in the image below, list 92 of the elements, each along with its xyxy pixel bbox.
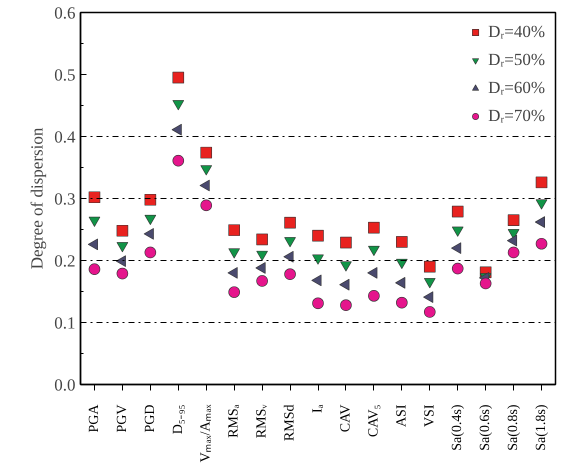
point	[284, 237, 296, 248]
point	[536, 176, 548, 188]
point	[88, 216, 100, 227]
point	[88, 191, 100, 204]
point	[508, 214, 520, 226]
point	[116, 242, 128, 252]
y-tick-label: 0.6	[54, 4, 76, 22]
point	[88, 238, 98, 250]
point	[452, 226, 464, 237]
legend-label: Dᵣ=40%	[488, 22, 545, 42]
point	[368, 246, 380, 256]
x-tick-label: CAV₅	[366, 404, 382, 438]
point	[395, 277, 406, 289]
point	[144, 214, 156, 225]
point	[116, 255, 126, 267]
point	[88, 263, 100, 275]
y-tick-label: 0.0	[54, 376, 76, 394]
point	[283, 250, 294, 263]
point	[340, 299, 352, 311]
point	[284, 268, 296, 280]
point	[396, 296, 408, 308]
point	[536, 199, 548, 210]
point	[144, 194, 156, 206]
point	[424, 278, 436, 288]
point	[144, 246, 156, 258]
point	[228, 286, 240, 298]
point	[536, 238, 548, 250]
point	[480, 278, 492, 290]
point	[256, 234, 268, 246]
point	[200, 180, 210, 192]
point	[452, 206, 464, 218]
y-axis-title: Degree of dispersion	[27, 127, 46, 270]
point	[311, 274, 322, 286]
x-tick-label: PGV	[114, 404, 130, 433]
point	[340, 236, 352, 248]
x-tick-label: PGA	[86, 404, 102, 433]
point	[367, 267, 378, 279]
point	[228, 267, 238, 279]
point	[256, 250, 268, 261]
point	[172, 72, 184, 84]
point	[256, 275, 268, 287]
point	[424, 260, 436, 272]
point	[312, 254, 324, 265]
legend-label: Dᵣ=60%	[488, 78, 545, 98]
point	[200, 165, 212, 176]
point	[116, 268, 128, 280]
legend-label: Dᵣ=70%	[488, 106, 545, 126]
x-tick-label: ASI	[394, 404, 410, 428]
point	[452, 262, 464, 274]
point	[144, 228, 154, 240]
y-tick-label: 0.2	[54, 252, 76, 270]
point	[424, 306, 436, 318]
y-tick-label: 0.5	[54, 66, 76, 84]
point	[508, 246, 520, 258]
point	[312, 297, 324, 310]
x-tick-label: RMSᵥ	[254, 404, 270, 438]
point	[340, 261, 352, 272]
point	[200, 200, 212, 212]
point	[423, 291, 434, 303]
x-tick-label: Iₐ	[310, 404, 326, 413]
point	[228, 224, 240, 236]
point	[396, 236, 408, 248]
x-tick-label: Sa(0.6s)	[478, 404, 494, 451]
point	[284, 216, 296, 228]
point	[368, 222, 380, 234]
point	[172, 100, 184, 110]
x-tick-label: Vₘₐₓ/Aₘₐₓ	[198, 404, 214, 462]
x-tick-label: VSI	[422, 404, 438, 428]
x-tick-label: Sa(0.8s)	[506, 404, 522, 451]
x-tick-label: PGD	[142, 404, 158, 433]
point	[172, 154, 184, 166]
x-tick-label: RMSd	[282, 404, 298, 442]
point	[116, 224, 128, 237]
point	[228, 248, 240, 258]
point	[368, 290, 380, 302]
x-tick-label: Sa(0.4s)	[450, 404, 466, 451]
y-tick-label: 0.1	[54, 314, 76, 332]
y-tick-label: 0.4	[54, 128, 76, 146]
point	[172, 124, 182, 136]
point	[255, 262, 266, 274]
x-tick-label: RMSₐ	[226, 404, 242, 438]
x-tick-label: CAV	[338, 404, 354, 432]
point	[451, 242, 462, 254]
legend-label: Dᵣ=50%	[488, 50, 545, 70]
x-tick-label: D₅₋₉₅	[170, 404, 186, 434]
point	[339, 278, 350, 290]
point	[312, 230, 324, 242]
x-tick-label: Sa(1.8s)	[534, 404, 550, 451]
y-tick-label: 0.3	[54, 190, 76, 208]
point	[506, 234, 518, 246]
point	[534, 216, 546, 228]
point	[200, 146, 212, 158]
